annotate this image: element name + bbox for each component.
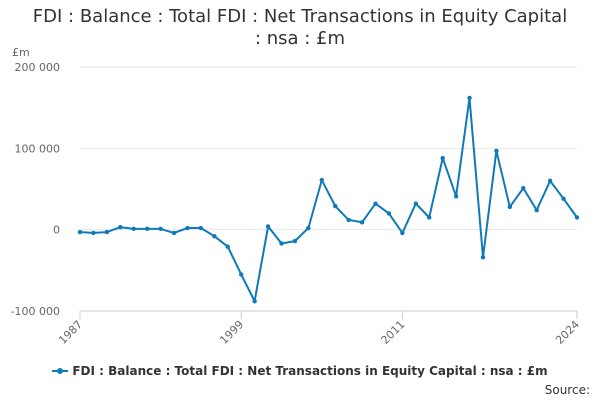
data-point[interactable] (306, 225, 311, 231)
data-point[interactable] (547, 178, 553, 184)
legend-item[interactable]: FDI : Balance : Total FDI : Net Transact… (52, 364, 548, 378)
data-point[interactable] (144, 226, 150, 232)
data-point[interactable] (279, 241, 284, 246)
axis-layer: -100 000 0 100 000 200 000 £m 1987 1999 2011 202… (11, 46, 583, 347)
data-point[interactable] (521, 185, 526, 191)
grid-layer (80, 66, 577, 312)
data-point[interactable] (104, 229, 110, 235)
data-point[interactable] (359, 220, 365, 225)
data-point[interactable] (171, 230, 177, 236)
data-point[interactable] (333, 203, 338, 209)
data-point[interactable] (574, 215, 580, 220)
data-point[interactable] (467, 95, 472, 101)
chart-title: FDI : Balance : Total FDI : Net Transact… (0, 6, 600, 50)
data-point[interactable] (494, 148, 499, 153)
data-point[interactable] (346, 217, 351, 223)
data-point[interactable] (198, 225, 204, 231)
x-tick-label: 1987 (56, 318, 85, 347)
data-point[interactable] (427, 215, 432, 220)
data-point[interactable] (265, 224, 271, 229)
data-point[interactable] (118, 225, 123, 230)
data-point[interactable] (373, 201, 378, 206)
data-point[interactable] (252, 299, 257, 304)
data-point[interactable] (561, 196, 566, 201)
data-point[interactable] (225, 244, 230, 249)
source-label: Source: (544, 383, 590, 397)
data-point[interactable] (238, 272, 244, 277)
data-point[interactable] (534, 207, 539, 213)
series-line (79, 96, 578, 303)
x-tick-label: 2024 (553, 318, 582, 347)
data-point[interactable] (91, 230, 96, 236)
y-tick-label: 100 000 (15, 142, 61, 155)
data-point[interactable] (400, 230, 405, 236)
data-point[interactable] (453, 194, 459, 199)
data-point[interactable] (158, 226, 163, 232)
y-tick-label: 200 000 (15, 61, 61, 74)
legend: FDI : Balance : Total FDI : Net Transact… (0, 364, 600, 380)
x-tick-label: 1999 (217, 318, 246, 347)
data-point[interactable] (185, 225, 190, 231)
legend-label: FDI : Balance : Total FDI : Net Transact… (72, 364, 548, 378)
data-point[interactable] (507, 204, 513, 210)
data-point[interactable] (413, 201, 419, 206)
data-point[interactable] (292, 238, 298, 244)
legend-line-marker-icon (52, 365, 69, 377)
chart-title-line-1: FDI : Balance : Total FDI : Net Transact… (32, 6, 568, 27)
chart-title-line-2: : nsa : £m (254, 28, 346, 49)
data-point[interactable] (319, 177, 324, 183)
data-point[interactable] (77, 229, 83, 235)
y-tick-label: -100 000 (11, 305, 60, 318)
x-tick-label: 2011 (379, 318, 408, 347)
data-point[interactable] (212, 233, 217, 239)
data-point[interactable] (480, 255, 486, 260)
data-point[interactable] (131, 226, 136, 232)
data-point[interactable] (386, 211, 392, 216)
series-layer (77, 95, 580, 304)
y-axis-label: £m (12, 46, 30, 59)
y-tick-label: 0 (53, 224, 60, 237)
data-point[interactable] (440, 155, 445, 161)
